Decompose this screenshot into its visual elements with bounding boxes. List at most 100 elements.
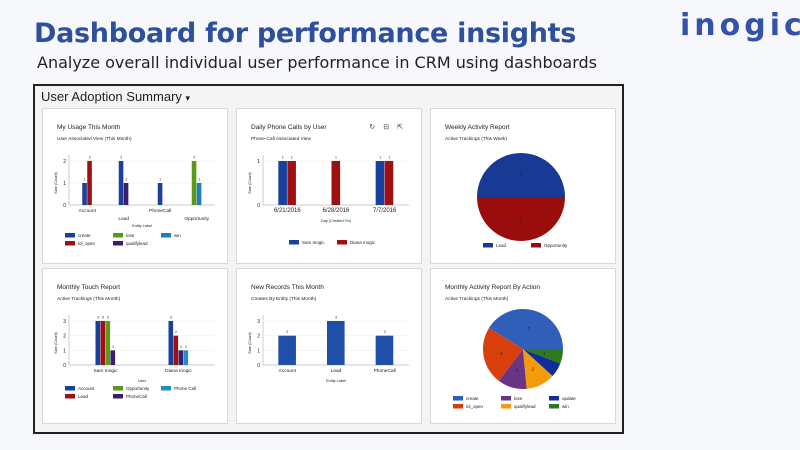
bar-Diana Inogic[interactable] — [331, 161, 341, 205]
data-label: 2 — [120, 156, 122, 160]
bar-Count[interactable] — [327, 321, 345, 365]
legend-label: Diana Inogic — [350, 240, 376, 245]
bar-create[interactable] — [82, 183, 87, 205]
bar-create[interactable] — [157, 183, 163, 205]
y-tick-label: 0 — [257, 363, 260, 369]
chart-title[interactable]: Monthly Activity Report By Action — [445, 284, 541, 291]
bar-lose[interactable] — [191, 161, 197, 205]
chart-svg: 0 1 2 3 Sum (Count) 2 Account 3 Lead 2 PhoneCall En… — [248, 315, 409, 383]
legend-swatch — [483, 243, 493, 248]
chart-title[interactable]: New Records This Month — [251, 284, 324, 291]
data-label: 1 — [198, 178, 200, 182]
y-tick-label: 1 — [257, 159, 260, 165]
bar-lol_open[interactable] — [87, 161, 92, 205]
legend-label: create — [78, 233, 91, 238]
slice-label: 7 — [528, 326, 531, 331]
legend-swatch — [289, 240, 299, 245]
legend-swatch — [337, 240, 347, 245]
chart-toolbar: ↻⊟⇱ — [369, 123, 411, 131]
x-tick-label: Opportunity — [184, 216, 209, 222]
x-axis-label: User — [138, 379, 147, 383]
legend-swatch — [501, 396, 511, 401]
refresh-icon[interactable]: ↻ — [369, 124, 384, 131]
chart-view-name: Active Trackings (This Week) — [445, 137, 508, 142]
legend-swatch — [113, 241, 123, 246]
y-tick-label: 1 — [257, 348, 260, 354]
slice-label: 1 — [520, 219, 523, 224]
dashboard-selector[interactable]: User Adoption Summary ▾ — [41, 89, 190, 104]
legend-swatch — [161, 233, 171, 238]
chart-title[interactable]: Weekly Activity Report — [445, 124, 510, 131]
bar-Sam Inogic[interactable] — [278, 161, 287, 205]
data-label: 1 — [282, 156, 284, 160]
pie-slice-Opportunity[interactable] — [477, 197, 565, 241]
bar-win[interactable] — [196, 183, 202, 205]
chart-view-name: Phone-Call Associated View — [251, 137, 311, 142]
chart-title[interactable]: Monthly Touch Report — [57, 284, 121, 291]
legend-label: Sam Inogic — [302, 240, 325, 245]
x-tick-label: Lead — [331, 368, 342, 374]
x-tick-label: 6/28/2016 — [323, 208, 350, 214]
data-label: 3 — [97, 316, 99, 320]
pie-slice-update[interactable] — [523, 349, 561, 376]
slice-label: 2 — [532, 367, 535, 372]
chart-card-0: My Usage This Month User Associated View … — [42, 108, 228, 264]
y-axis-label: Sum (Count) — [248, 172, 252, 194]
pie-slice-Lead[interactable] — [477, 153, 565, 197]
legend-swatch — [113, 386, 123, 391]
bar-Phone Call[interactable] — [183, 350, 189, 365]
data-label: 1 — [185, 345, 187, 349]
pie-slice-win[interactable] — [523, 349, 563, 364]
bar-Count[interactable] — [278, 335, 296, 365]
data-label: 1 — [112, 345, 114, 349]
chart-card-1: Daily Phone Calls by User Phone-Call Asso… — [236, 108, 422, 264]
pie-slice-lose[interactable] — [498, 349, 527, 389]
bar-Lead[interactable] — [100, 321, 106, 365]
legend-swatch — [65, 394, 75, 399]
x-axis-label: Day (Created On) — [321, 219, 352, 223]
bar-PhoneCall[interactable] — [110, 350, 116, 365]
y-axis-label: Sum (Count) — [248, 332, 252, 354]
bar-create[interactable] — [118, 161, 124, 205]
bar-Opportunity[interactable] — [105, 321, 111, 365]
chart-view-name: Creates By Entity (This Month) — [251, 297, 317, 302]
bar-qualifylead[interactable] — [123, 183, 129, 205]
popout-icon[interactable]: ⇱ — [397, 124, 411, 131]
y-tick-label: 2 — [63, 159, 66, 165]
legend-label: Lead — [496, 243, 507, 248]
bar-Lead[interactable] — [173, 335, 179, 365]
legend-label: lol_open — [466, 404, 484, 409]
pie-slice-lol_open[interactable] — [483, 327, 523, 381]
legend-label: create — [466, 396, 479, 401]
data-label: 2 — [384, 330, 386, 334]
bar-Account[interactable] — [168, 321, 174, 365]
legend-label: lose — [126, 233, 135, 238]
bar-Diana Inogic[interactable] — [384, 161, 394, 205]
expand-icon[interactable]: ⊟ — [383, 124, 398, 131]
legend-swatch — [453, 404, 463, 409]
bar-Account[interactable] — [95, 321, 101, 365]
legend-swatch — [113, 394, 123, 399]
data-label: 2 — [89, 156, 91, 160]
y-tick-label: 0 — [63, 203, 66, 209]
legend-label: Lead — [78, 394, 89, 399]
slice-label: 4 — [500, 351, 503, 356]
legend-swatch — [161, 386, 171, 391]
pie-slice-create[interactable] — [488, 309, 563, 349]
chart-title[interactable]: My Usage This Month — [57, 124, 121, 131]
data-label: 1 — [125, 178, 127, 182]
chart-title[interactable]: Daily Phone Calls by User — [251, 124, 327, 131]
legend-swatch — [65, 386, 75, 391]
slice-label: 1 — [520, 171, 523, 176]
bar-PhoneCall[interactable] — [178, 350, 184, 365]
data-label: 1 — [379, 156, 381, 160]
legend-label: PhoneCall — [126, 394, 147, 399]
bar-Sam Inogic[interactable] — [375, 161, 385, 205]
legend-swatch — [531, 243, 541, 248]
bar-Diana Inogic[interactable] — [287, 161, 296, 205]
pie-slice-qualifylead[interactable] — [523, 349, 553, 389]
y-tick-label: 3 — [257, 319, 260, 325]
bar-Count[interactable] — [375, 335, 394, 365]
